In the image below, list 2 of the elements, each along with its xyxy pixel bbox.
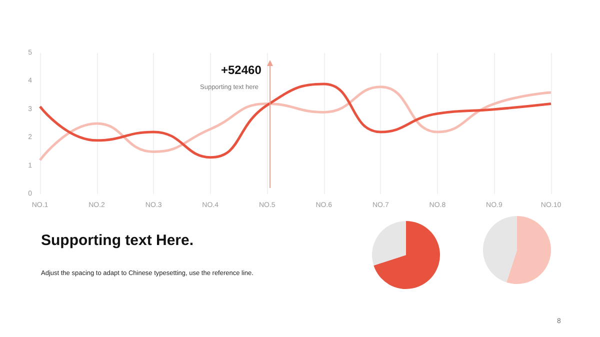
annotation: +52460 [221,63,262,77]
text: Supporting text Here. [41,232,194,249]
